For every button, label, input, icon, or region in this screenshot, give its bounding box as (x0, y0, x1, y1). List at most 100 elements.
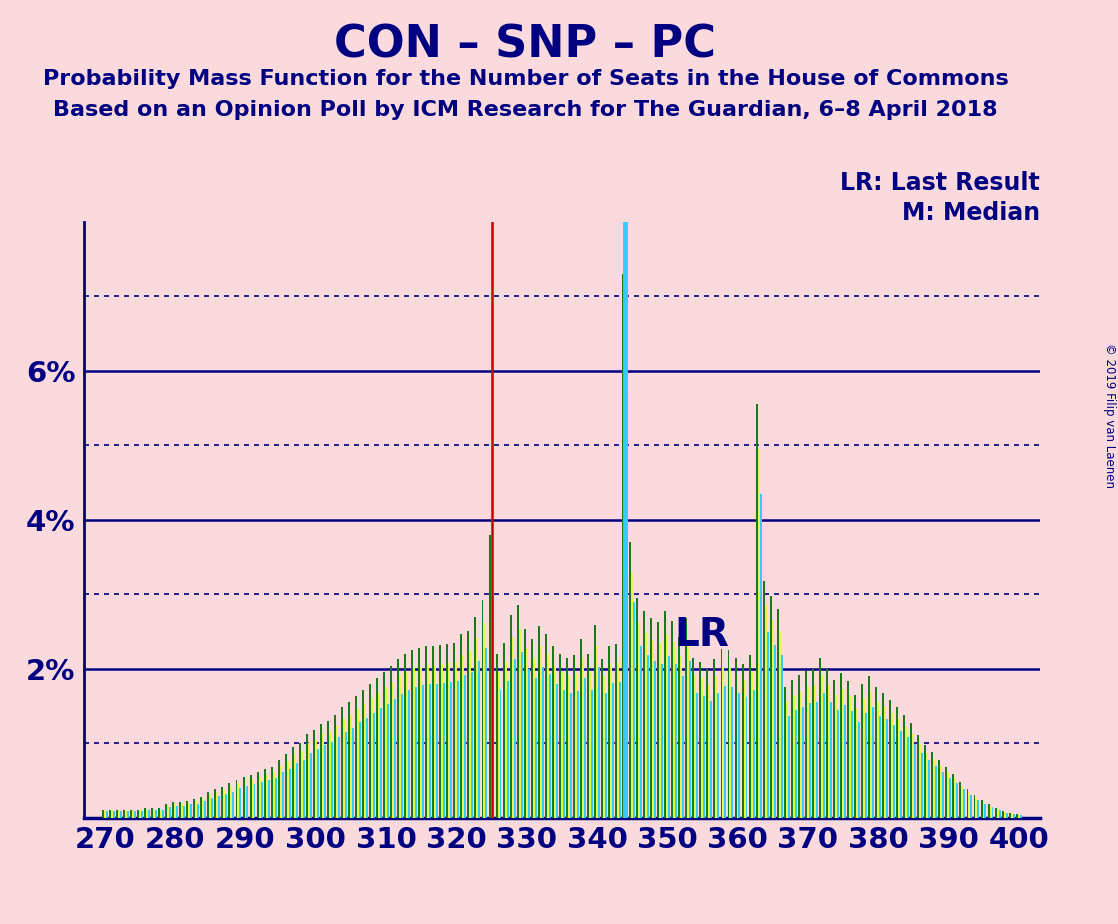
Bar (512, 637, 513, 818)
Bar (626, 393, 628, 818)
Bar (153, 809, 155, 818)
Bar (980, 800, 983, 818)
Bar (226, 794, 227, 818)
Bar (647, 655, 650, 818)
Bar (491, 565, 493, 818)
Text: LR: LR (674, 615, 729, 654)
Bar (722, 667, 724, 818)
Bar (581, 658, 584, 818)
Bar (584, 677, 586, 818)
Bar (660, 643, 661, 818)
Bar (489, 535, 491, 818)
Bar (271, 767, 273, 818)
Bar (414, 668, 415, 818)
Bar (868, 676, 870, 818)
Bar (682, 676, 684, 818)
Bar (849, 697, 851, 818)
Bar (870, 692, 872, 818)
Bar (964, 789, 965, 818)
Bar (749, 654, 750, 818)
Bar (661, 664, 663, 818)
Bar (454, 643, 455, 818)
Bar (1020, 815, 1022, 818)
Bar (878, 701, 879, 818)
Bar (956, 784, 958, 818)
Bar (521, 651, 522, 818)
Bar (657, 622, 660, 818)
Bar (998, 810, 1001, 818)
Bar (104, 810, 106, 818)
Bar (955, 778, 956, 818)
Bar (793, 695, 795, 818)
Bar (127, 811, 129, 818)
Bar (821, 675, 823, 818)
Bar (707, 669, 709, 818)
Bar (476, 638, 479, 818)
Bar (710, 700, 712, 818)
Bar (113, 811, 115, 818)
Bar (921, 753, 923, 818)
Bar (842, 689, 844, 818)
Bar (485, 648, 487, 818)
Bar (1015, 814, 1017, 818)
Bar (561, 672, 562, 818)
Bar (879, 716, 881, 818)
Bar (315, 739, 316, 818)
Bar (433, 647, 434, 818)
Bar (442, 663, 444, 818)
Bar (455, 662, 457, 818)
Bar (141, 811, 143, 818)
Bar (624, 333, 626, 818)
Bar (786, 701, 788, 818)
Bar (504, 662, 506, 818)
Bar (130, 809, 132, 818)
Bar (603, 676, 605, 818)
Bar (875, 687, 878, 818)
Bar (959, 782, 961, 818)
Bar (495, 654, 498, 818)
Bar (765, 606, 767, 818)
Bar (631, 572, 633, 818)
Bar (303, 760, 305, 818)
Bar (731, 687, 733, 818)
Bar (439, 645, 442, 818)
Bar (780, 654, 783, 818)
Bar (246, 786, 248, 818)
Bar (724, 686, 727, 818)
Bar (703, 696, 705, 818)
Bar (739, 693, 740, 818)
Bar (756, 405, 758, 818)
Bar (264, 770, 266, 818)
Bar (612, 683, 614, 818)
Bar (168, 806, 169, 818)
Bar (307, 743, 310, 818)
Bar (562, 689, 565, 818)
Bar (601, 659, 603, 818)
Bar (534, 677, 537, 818)
Bar (851, 711, 853, 818)
Bar (405, 654, 406, 818)
Bar (808, 703, 811, 818)
Bar (818, 658, 821, 818)
Bar (758, 449, 759, 818)
Bar (429, 685, 432, 818)
Bar (547, 654, 549, 818)
Bar (301, 751, 303, 818)
Bar (575, 674, 577, 818)
Bar (987, 804, 989, 818)
Bar (594, 625, 596, 818)
Bar (608, 646, 610, 818)
Bar (472, 672, 473, 818)
Bar (366, 718, 368, 818)
Bar (221, 787, 224, 818)
Bar (525, 649, 528, 818)
Bar (799, 691, 802, 818)
Bar (580, 639, 581, 818)
Bar (280, 766, 282, 818)
Bar (233, 792, 235, 818)
Bar (408, 689, 410, 818)
Bar (812, 669, 814, 818)
Bar (493, 597, 494, 818)
Bar (193, 799, 196, 818)
Bar (830, 701, 832, 818)
